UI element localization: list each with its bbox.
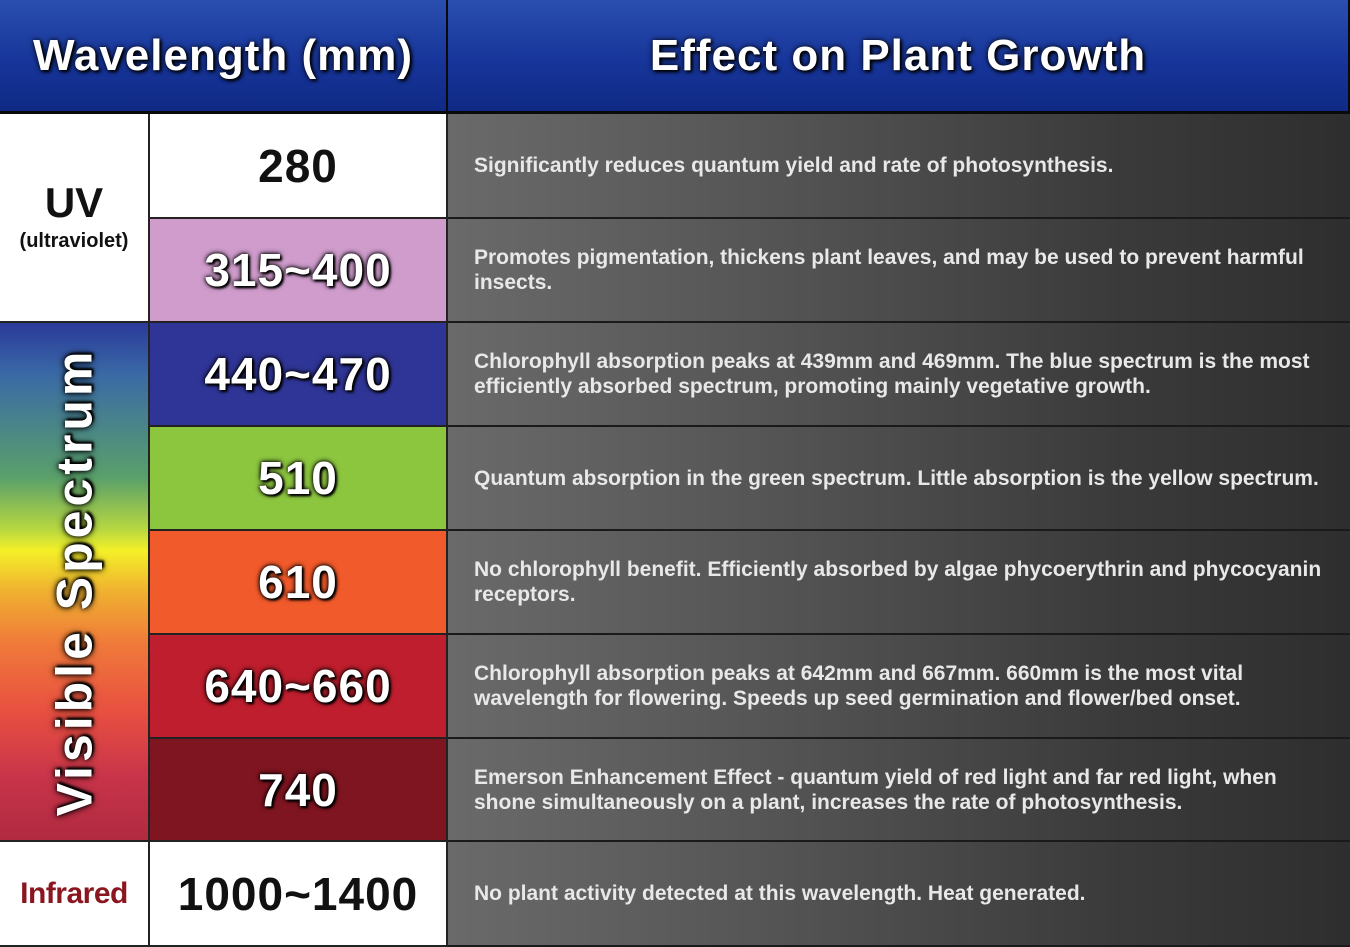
effect-cell: No plant activity detected at this wavel…: [448, 842, 1350, 947]
wavelength-cell: 740: [150, 739, 448, 842]
wavelength-cell: 640~660: [150, 635, 448, 739]
header-effect: Effect on Plant Growth: [448, 0, 1350, 114]
wavelength-cell: 280: [150, 114, 448, 219]
group-uv-sublabel: (ultraviolet): [19, 230, 129, 252]
header-wavelength: Wavelength (mm): [0, 0, 448, 114]
wavelength-cell: 315~400: [150, 219, 448, 323]
effect-cell: No chlorophyll benefit. Efficiently abso…: [448, 531, 1350, 635]
group-infrared: Infrared: [0, 842, 150, 947]
group-visible-label: Visible Spectrum: [46, 347, 103, 816]
effect-cell: Emerson Enhancement Effect - quantum yie…: [448, 739, 1350, 842]
wavelength-cell: 610: [150, 531, 448, 635]
effect-cell: Promotes pigmentation, thickens plant le…: [448, 219, 1350, 323]
effect-cell: Chlorophyll absorption peaks at 439mm an…: [448, 323, 1350, 427]
group-uv-label: UV: [44, 179, 104, 226]
group-visible: Visible Spectrum: [0, 323, 150, 842]
effect-cell: Significantly reduces quantum yield and …: [448, 114, 1350, 219]
wavelength-cell: 510: [150, 427, 448, 531]
wavelength-cell: 440~470: [150, 323, 448, 427]
effect-cell: Chlorophyll absorption peaks at 642mm an…: [448, 635, 1350, 739]
wavelength-cell: 1000~1400: [150, 842, 448, 947]
effect-cell: Quantum absorption in the green spectrum…: [448, 427, 1350, 531]
group-uv: UV (ultraviolet): [0, 114, 150, 323]
group-infrared-label: Infrared: [20, 876, 128, 910]
